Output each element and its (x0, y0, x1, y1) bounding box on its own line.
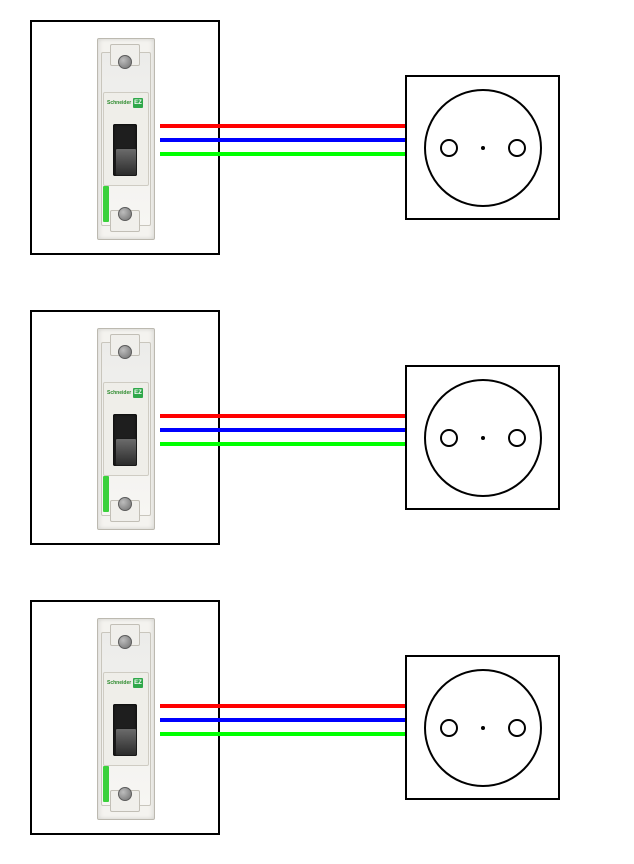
wall-outlet (424, 379, 542, 497)
breaker-brand-label: Schneider EZ (105, 96, 145, 110)
outlet-center-dot (481, 146, 485, 150)
outlet-center-dot (481, 726, 485, 730)
wire-earth (160, 152, 405, 156)
brand-text: Schneider (107, 390, 131, 396)
wall-outlet (424, 669, 542, 787)
outlet-hole-left-icon (440, 719, 458, 737)
brand-logo-icon: EZ (133, 98, 143, 108)
wire-neutral (160, 138, 405, 142)
wire-live (160, 414, 405, 418)
outlet-hole-right-icon (508, 719, 526, 737)
circuit-breaker: Schneider EZ (97, 38, 153, 238)
wire-live (160, 704, 405, 708)
brand-text: Schneider (107, 100, 131, 106)
breaker-lever (115, 438, 137, 466)
wall-outlet (424, 89, 542, 207)
outlet-center-dot (481, 436, 485, 440)
outlet-hole-right-icon (508, 139, 526, 157)
wire-live (160, 124, 405, 128)
breaker-brand-label: Schneider EZ (105, 386, 145, 400)
brand-logo-icon: EZ (133, 388, 143, 398)
outlet-frame (405, 365, 560, 510)
circuit-breaker: Schneider EZ (97, 328, 153, 528)
breaker-brand-label: Schneider EZ (105, 676, 145, 690)
on-indicator (103, 766, 109, 802)
wire-neutral (160, 718, 405, 722)
breaker-lever (115, 728, 137, 756)
brand-logo-icon: EZ (133, 678, 143, 688)
wire-earth (160, 442, 405, 446)
outlet-hole-left-icon (440, 429, 458, 447)
outlet-hole-left-icon (440, 139, 458, 157)
outlet-hole-right-icon (508, 429, 526, 447)
outlet-frame (405, 75, 560, 220)
circuit-breaker: Schneider EZ (97, 618, 153, 818)
outlet-frame (405, 655, 560, 800)
brand-text: Schneider (107, 680, 131, 686)
on-indicator (103, 476, 109, 512)
breaker-lever (115, 148, 137, 176)
wire-earth (160, 732, 405, 736)
diagram-canvas: Schneider EZ (0, 0, 634, 864)
on-indicator (103, 186, 109, 222)
wire-neutral (160, 428, 405, 432)
